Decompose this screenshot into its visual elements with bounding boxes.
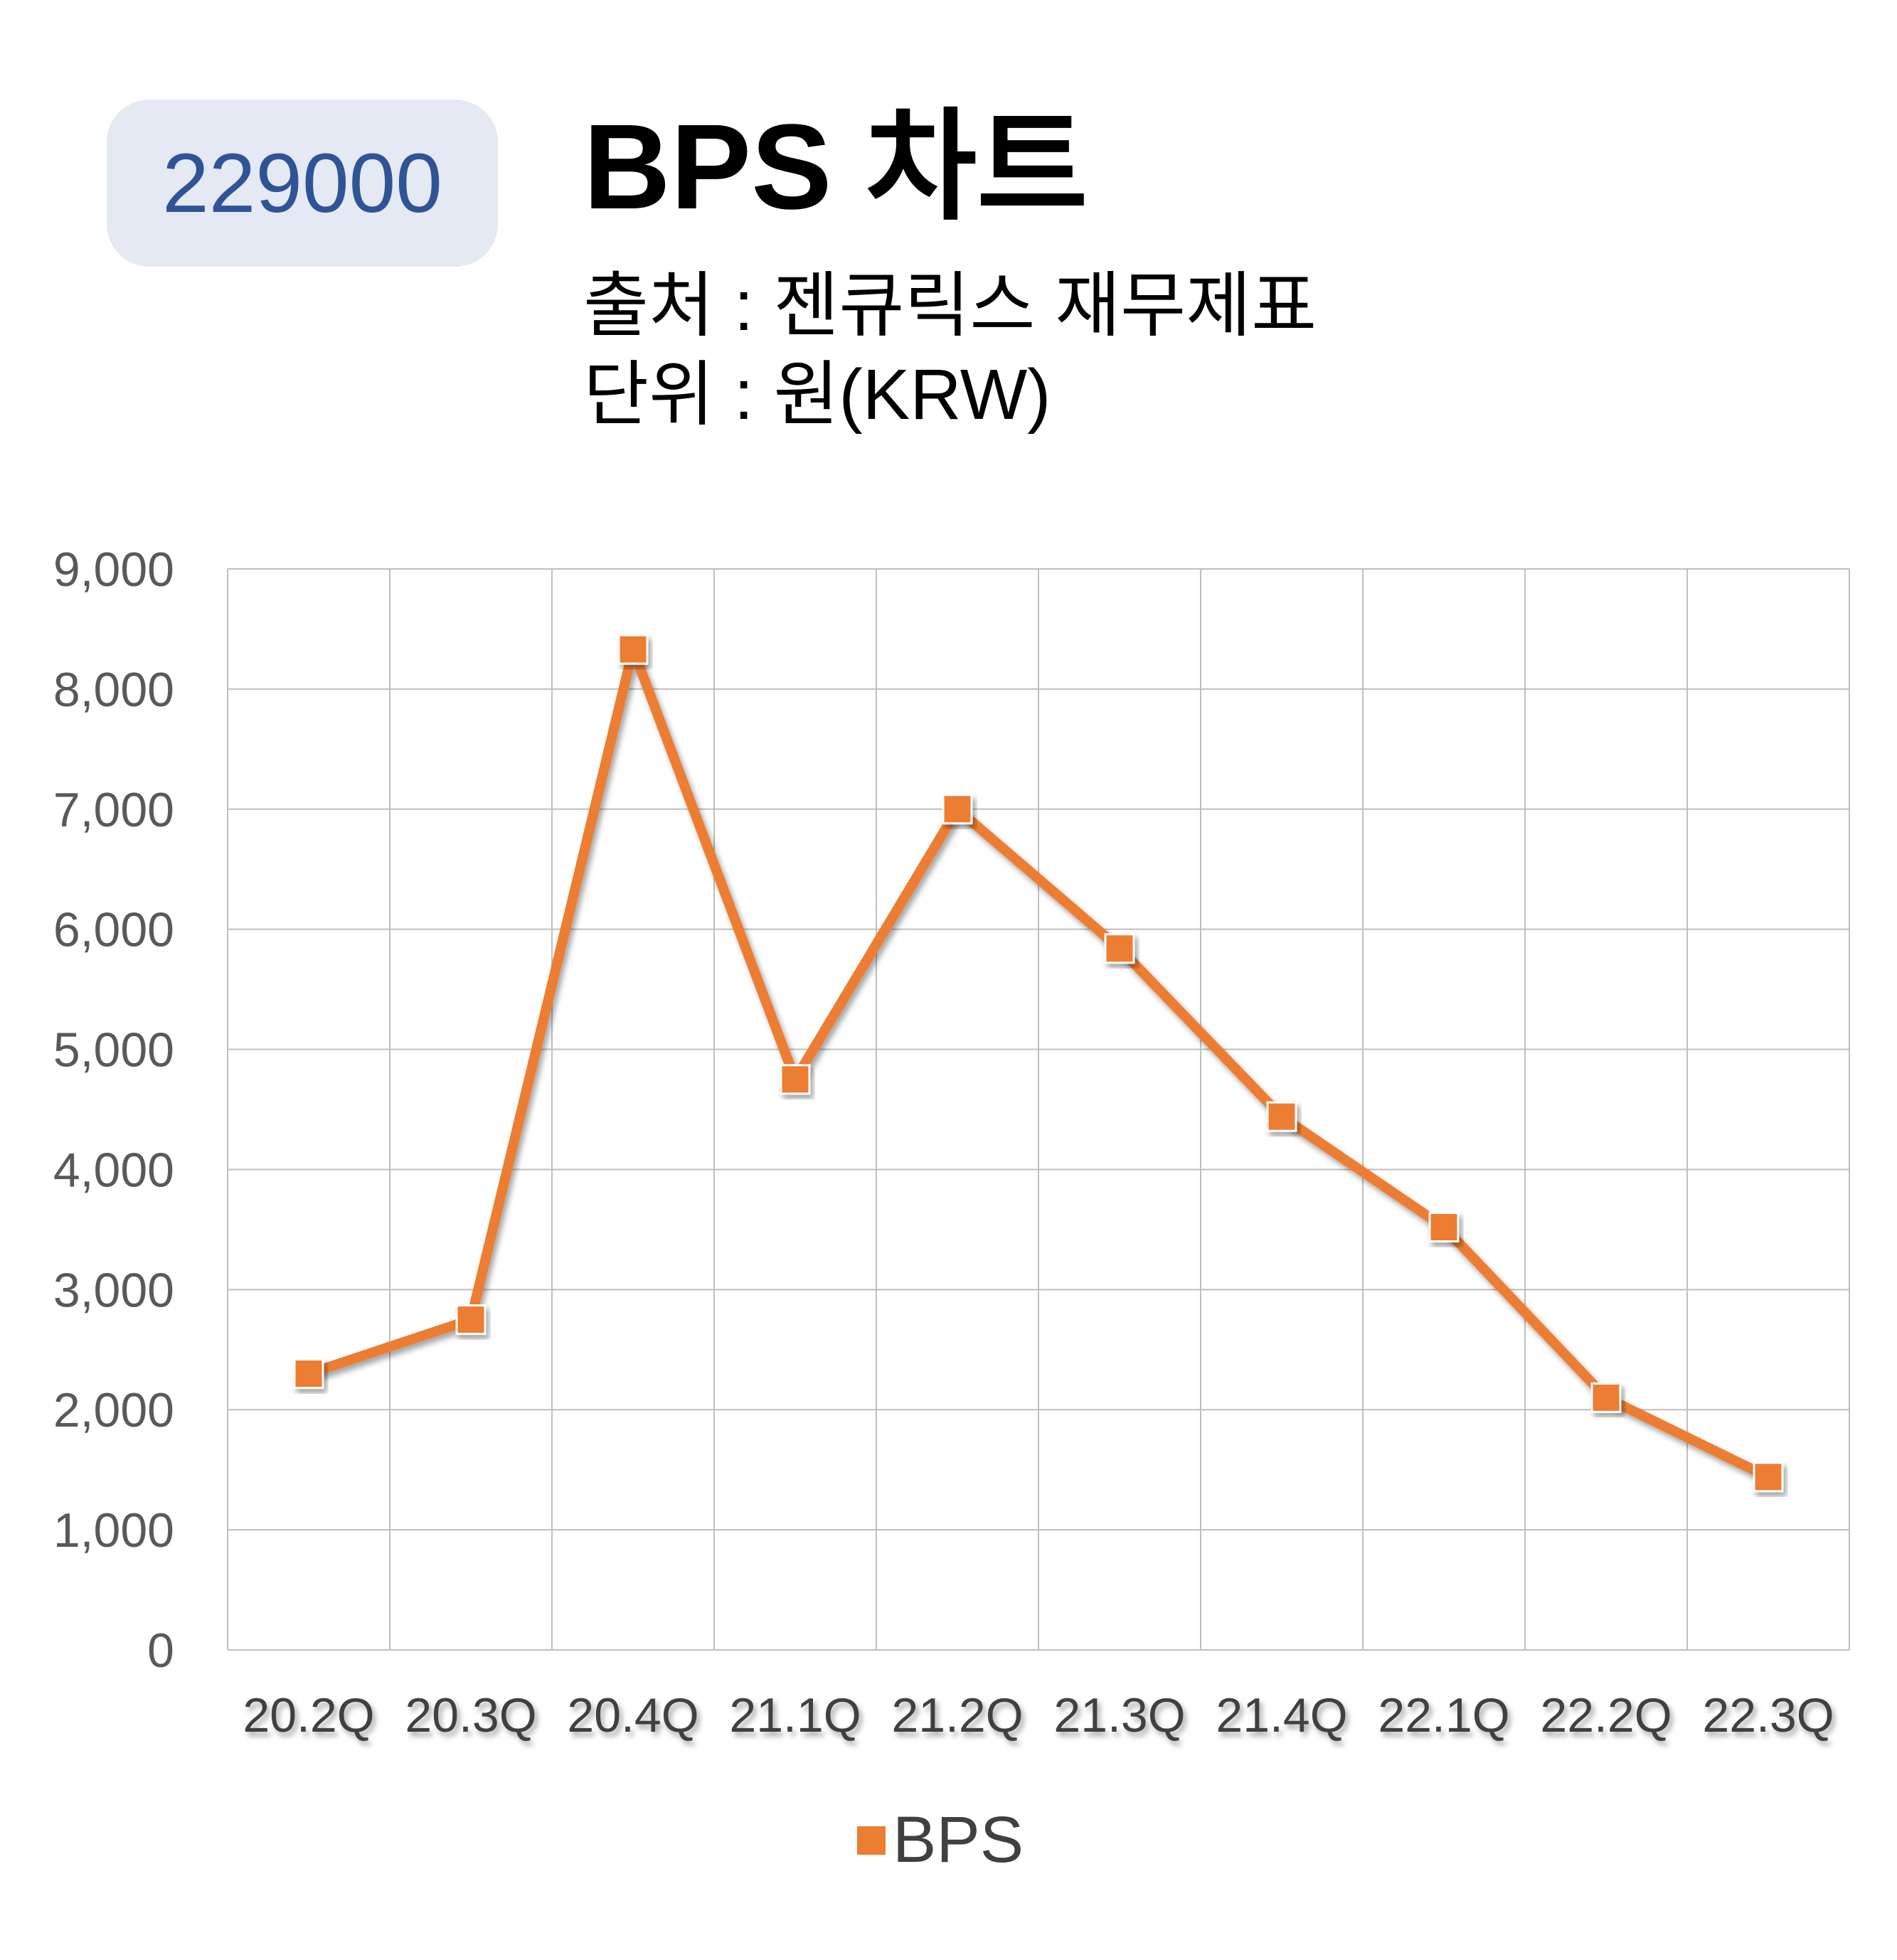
series-bps (293, 634, 1784, 1493)
chart-title: BPS 차트 (583, 100, 1088, 235)
data-point-marker (1590, 1382, 1622, 1413)
x-axis-ticks: 20.2Q 20.3Q 20.4Q 21.1Q 21.2Q 21.3Q 21.4Q 22.1Q… (243, 1688, 1834, 1742)
stock-code-badge: 229000 (107, 100, 498, 267)
y-tick-label: 6,000 (53, 903, 174, 957)
legend: BPS (857, 1803, 1024, 1878)
y-tick-label: 3,000 (53, 1263, 174, 1317)
legend-label-bps: BPS (893, 1804, 1024, 1876)
y-tick-label: 9,000 (53, 543, 174, 597)
y-tick-label: 1,000 (53, 1503, 174, 1557)
x-tick-label: 20.4Q (567, 1688, 698, 1742)
unit-text: 단위 : 원(KRW) (583, 355, 1051, 435)
y-tick-label: 8,000 (53, 663, 174, 717)
data-point-marker (1753, 1461, 1784, 1493)
source-text: 출처 : 젠큐릭스 재무제표 (583, 266, 1317, 346)
data-point-marker (293, 1358, 324, 1390)
x-tick-label: 21.1Q (729, 1688, 861, 1742)
y-tick-label: 0 (147, 1624, 174, 1678)
x-tick-label: 20.2Q (243, 1688, 374, 1742)
data-point-marker (780, 1064, 811, 1095)
data-point-marker (617, 634, 649, 665)
data-point-marker (1104, 933, 1135, 964)
y-tick-label: 4,000 (53, 1143, 174, 1197)
y-axis-ticks: 0 1,000 2,000 3,000 4,000 5,000 6,000 7,000 8,00… (53, 543, 174, 1678)
data-point-marker (455, 1304, 487, 1336)
data-point-marker (1266, 1101, 1297, 1132)
y-tick-label: 5,000 (53, 1023, 174, 1077)
data-point-marker (942, 794, 973, 825)
bps-line-chart: 0 1,000 2,000 3,000 4,000 5,000 6,000 7,000 8,00… (53, 543, 1850, 1742)
x-tick-label: 21.2Q (891, 1688, 1023, 1742)
series-line-bps (307, 644, 1771, 1482)
grid (227, 568, 1850, 1651)
x-tick-label: 22.1Q (1378, 1688, 1509, 1742)
x-tick-label: 21.4Q (1216, 1688, 1347, 1742)
y-tick-label: 7,000 (53, 783, 174, 837)
y-tick-label: 2,000 (53, 1383, 174, 1437)
x-tick-label: 22.3Q (1702, 1688, 1834, 1742)
legend-marker-square-icon (857, 1826, 886, 1855)
stock-code: 229000 (162, 136, 442, 230)
data-point-marker (1428, 1212, 1460, 1243)
x-tick-label: 21.3Q (1053, 1688, 1185, 1742)
x-tick-label: 20.3Q (405, 1688, 536, 1742)
x-tick-label: 22.2Q (1540, 1688, 1672, 1742)
